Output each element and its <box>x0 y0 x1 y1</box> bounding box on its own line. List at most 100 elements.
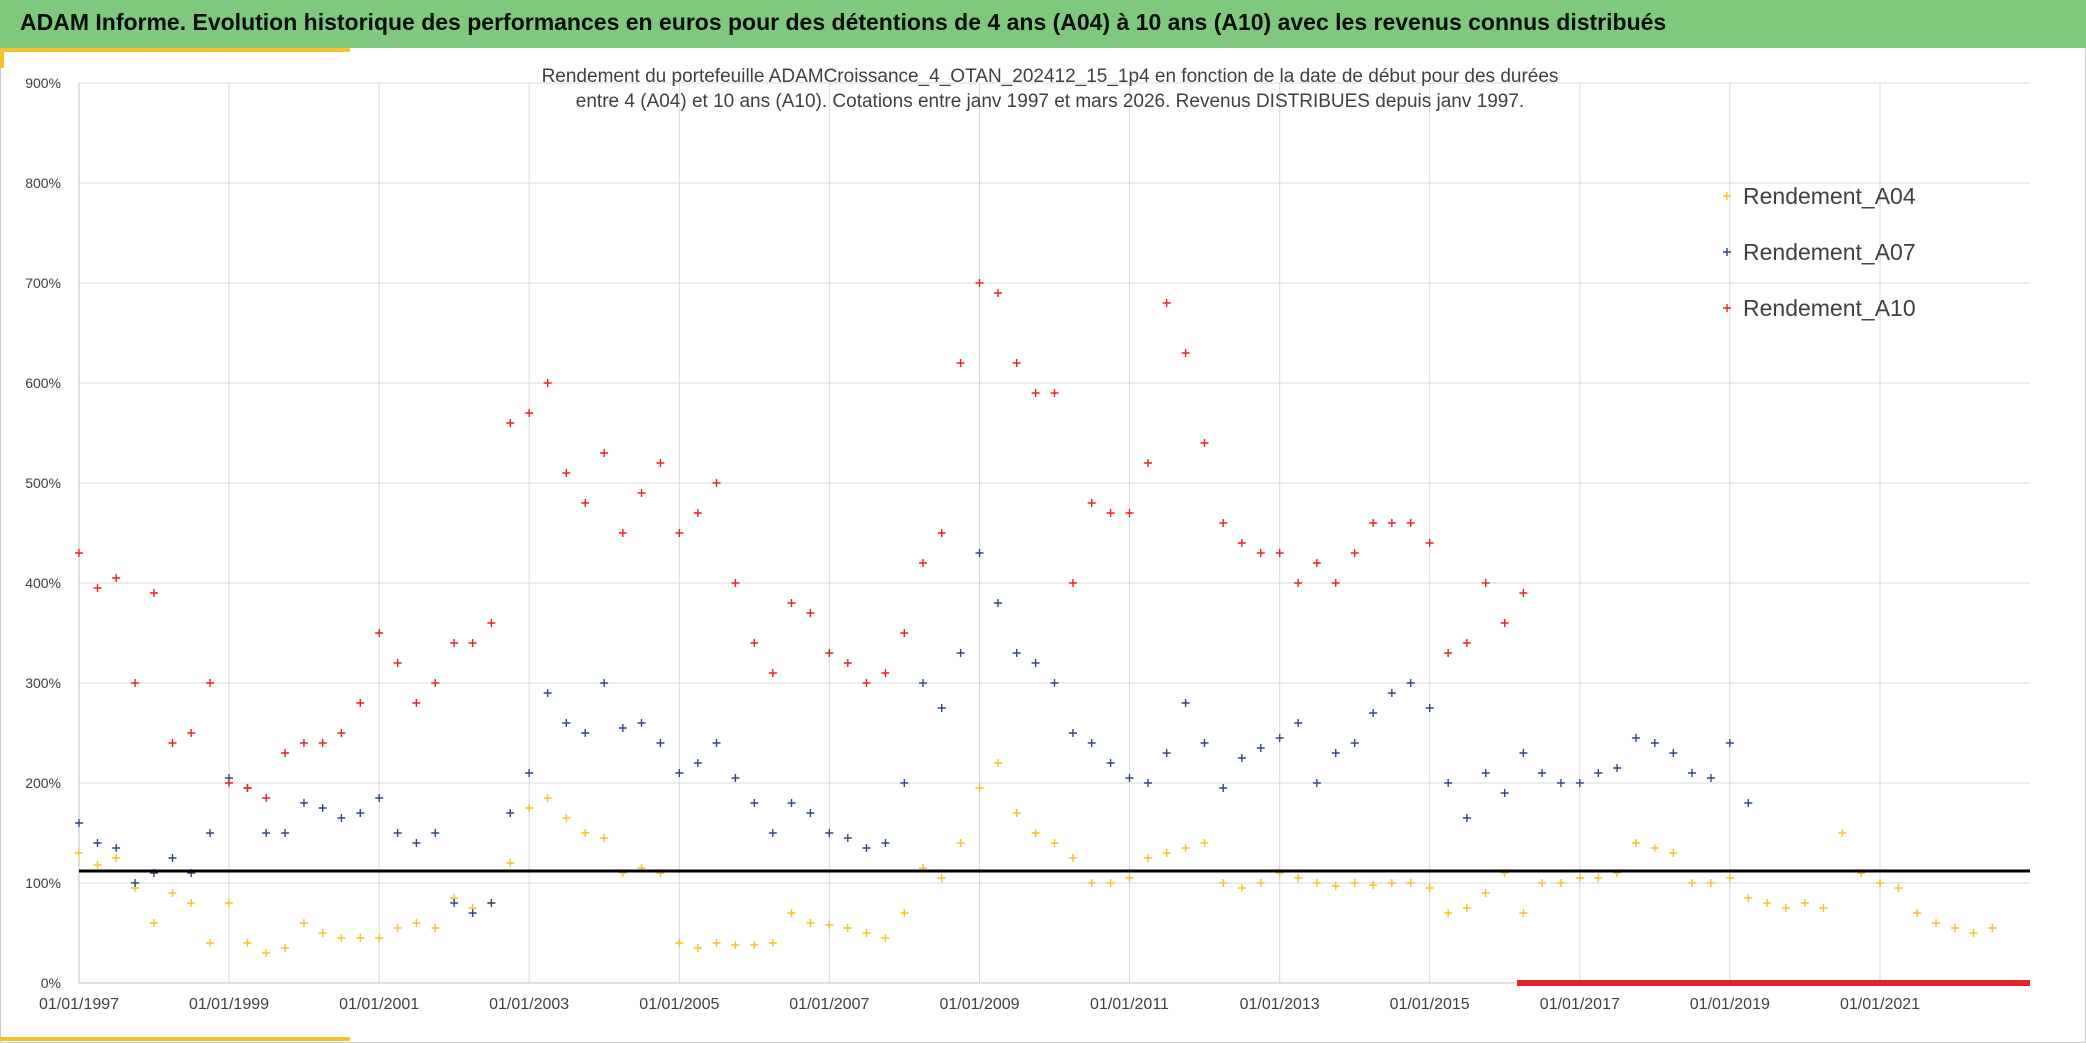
rendement-a07-point <box>843 834 852 842</box>
rendement-a07-point <box>731 774 740 782</box>
scatter-chart: 0% 100% 200% 300% 400% 500% 600% 700% 800% 900% 01… <box>25 66 2030 1013</box>
rendement-a07-point <box>881 839 890 847</box>
x-tick-label: 01/01/2001 <box>339 996 419 1013</box>
rendement-a04-point <box>768 939 777 947</box>
rendement-a07-point <box>693 759 702 767</box>
rendement-a10-point <box>1387 519 1396 527</box>
rendement-a10-point <box>843 659 852 667</box>
rendement-a07-point <box>1500 789 1509 797</box>
rendement-a04-point <box>581 829 590 837</box>
rendement-a10-point <box>431 679 440 687</box>
rendement-a07-point <box>656 739 665 747</box>
rendement-a04-point <box>1932 919 1941 927</box>
rendement-a04-point <box>93 861 102 869</box>
x-tick-label: 01/01/1999 <box>189 996 269 1013</box>
rendement-a10-point <box>806 609 815 617</box>
rendement-a04-point <box>1181 844 1190 852</box>
legend-marker <box>1723 248 1731 256</box>
rendement-a10-point <box>1519 589 1528 597</box>
rendement-a10-point <box>506 419 515 427</box>
rendement-a10-point <box>1087 499 1096 507</box>
rendement-a10-point <box>75 549 83 557</box>
rendement-a07-point <box>299 799 308 807</box>
rendement-a04-point <box>806 919 815 927</box>
rendement-a10-point <box>393 659 402 667</box>
rendement-a04-point <box>412 919 421 927</box>
x-tick-label: 01/01/2015 <box>1390 996 1470 1013</box>
rendement-a04-point <box>224 899 233 907</box>
rendement-a07-point <box>543 689 552 697</box>
x-tick-label: 01/01/1997 <box>39 996 119 1013</box>
rendement-a10-point <box>1068 579 1077 587</box>
rendement-a04-point <box>243 939 252 947</box>
rendement-a04-point <box>1406 879 1415 887</box>
rendement-a10-point <box>712 479 721 487</box>
y-tick-label: 500% <box>25 475 61 491</box>
rendement-a10-point <box>375 629 384 637</box>
y-tick-label: 900% <box>25 75 61 91</box>
rendement-a07-point <box>1669 749 1678 757</box>
rendement-a10-point <box>600 449 609 457</box>
rendement-a07-point <box>937 704 946 712</box>
rendement-a07-point <box>1725 739 1734 747</box>
x-tick-label: 01/01/2009 <box>939 996 1019 1013</box>
rendement-a04-point <box>543 794 552 802</box>
y-tick-label: 300% <box>25 675 61 691</box>
rendement-a04-point <box>299 919 308 927</box>
rendement-a04-point <box>956 839 965 847</box>
rendement-a07-point <box>919 679 928 687</box>
rendement-a04-point <box>1481 889 1490 897</box>
rendement-a04-point <box>1988 924 1997 932</box>
rendement-a07-point <box>1444 779 1453 787</box>
rendement-a07-point <box>787 799 796 807</box>
rendement-a04-point <box>1763 899 1772 907</box>
rendement-a04-point <box>1350 879 1359 887</box>
rendement-a10-point <box>937 529 946 537</box>
rendement-a07-point <box>1331 749 1340 757</box>
rendement-a04-point <box>1294 874 1303 882</box>
rendement-a10-point <box>1331 579 1340 587</box>
rendement-a10-point <box>1162 299 1171 307</box>
rendement-a07-point <box>600 679 609 687</box>
rendement-a07-point <box>525 769 534 777</box>
rendement-a07-point <box>1350 739 1359 747</box>
legend-marker <box>1723 304 1731 312</box>
title-banner: ADAM Informe. Evolution historique des p… <box>0 0 2086 48</box>
rendement-a10-point <box>337 729 346 737</box>
rendement-a07-point <box>1538 769 1547 777</box>
rendement-a07-point <box>1387 689 1396 697</box>
rendement-a07-point <box>1181 699 1190 707</box>
rendement-a07-point <box>1237 754 1246 762</box>
rendement-a07-point <box>1031 659 1040 667</box>
rendement-a04-point <box>1913 909 1922 917</box>
rendement-a04-point <box>1444 909 1453 917</box>
rendement-a07-point <box>618 724 627 732</box>
rendement-a04-point <box>206 939 215 947</box>
x-tick-label: 01/01/2007 <box>789 996 869 1013</box>
rendement-a10-point <box>1294 579 1303 587</box>
rendement-a07-point <box>975 549 984 557</box>
legend-label: Rendement_A04 <box>1743 183 1916 209</box>
rendement-a04-point <box>1162 849 1171 857</box>
rendement-a04-point <box>1106 879 1115 887</box>
chart-title-line: entre 4 (A04) et 10 ans (A10). Cotations… <box>576 91 1524 112</box>
rendement-a04-point <box>1969 929 1978 937</box>
rendement-a04-point <box>843 924 852 932</box>
rendement-a07-point <box>1744 799 1753 807</box>
rendement-a04-point <box>693 944 702 952</box>
rendement-a10-point <box>318 739 327 747</box>
rendement-a10-point <box>1200 439 1209 447</box>
rendement-a07-point <box>1312 779 1321 787</box>
rendement-a10-point <box>1369 519 1378 527</box>
rendement-a04-point <box>112 854 121 862</box>
rendement-a07-point <box>281 829 290 837</box>
rendement-a04-point <box>525 804 534 812</box>
rendement-a04-point <box>1256 879 1265 887</box>
rendement-a04-point <box>375 934 384 942</box>
rendement-a10-point <box>787 599 796 607</box>
rendement-a07-point <box>1425 704 1434 712</box>
rendement-a10-point <box>1312 559 1321 567</box>
rendement-a07-point <box>712 739 721 747</box>
rendement-a04-point <box>1556 879 1565 887</box>
rendement-a10-point <box>675 529 684 537</box>
